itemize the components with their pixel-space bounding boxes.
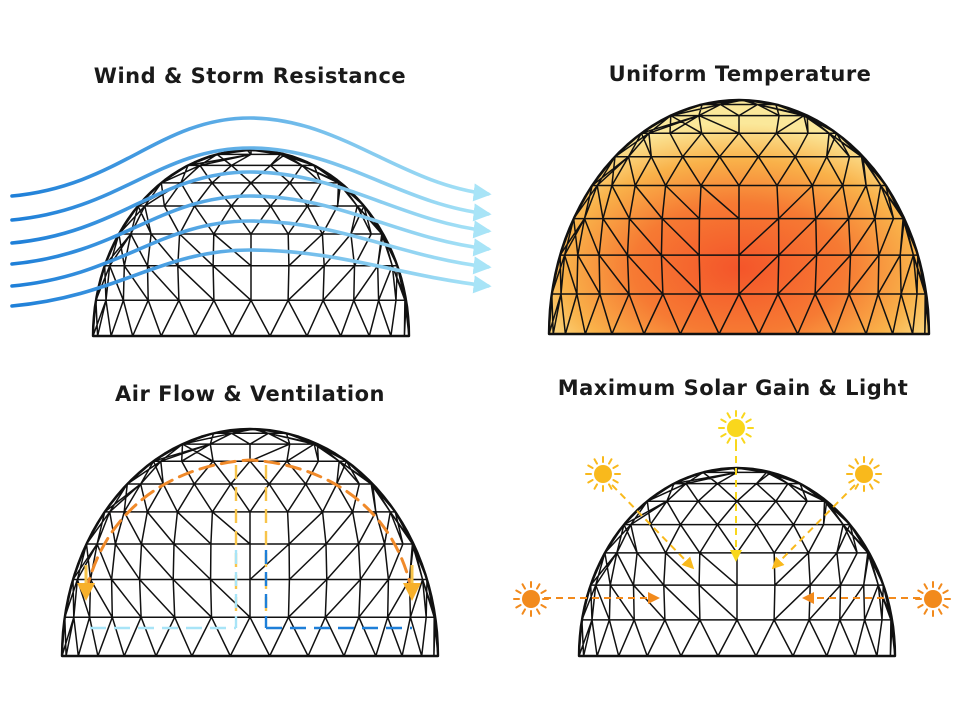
geodesic-dome: [577, 466, 897, 658]
panel-airflow: Air Flow & Ventilation: [0, 360, 500, 720]
wind-streamlines: [10, 116, 492, 308]
panel-wind: Wind & Storm Resistance: [0, 0, 500, 350]
dome-outline: [91, 148, 411, 338]
panel-title-airflow: Air Flow & Ventilation: [115, 382, 385, 406]
dome-outline: [60, 427, 440, 658]
panel-title-wind: Wind & Storm Resistance: [93, 64, 407, 88]
warm-air-loop: [84, 458, 414, 594]
solar-dome-diagram: [513, 410, 951, 658]
temperature-dome-diagram: [547, 98, 931, 336]
airflow-arrows: [77, 458, 421, 630]
wind-streamline: [10, 219, 492, 288]
panel-solar: Maximum Solar Gain & Light: [500, 360, 960, 720]
panel-title-temperature: Uniform Temperature: [608, 62, 872, 86]
sun-icon: [846, 456, 882, 492]
sun-icon: [513, 581, 549, 617]
suns: [513, 410, 951, 617]
panel-temperature: Uniform Temperature: [500, 0, 960, 350]
sun-icon: [915, 581, 951, 617]
sun-ray: [611, 484, 695, 570]
airflow-dome-diagram: [60, 427, 440, 658]
geodesic-dome: [60, 427, 440, 658]
sun-icon: [718, 410, 754, 446]
wind-streamline: [10, 248, 492, 308]
wind-dome-diagram: [10, 116, 492, 338]
wind-streamline: [10, 194, 492, 266]
wind-streamline: [10, 146, 492, 222]
wind-streamline: [10, 170, 492, 245]
sun-ray: [771, 484, 856, 570]
panel-title-solar: Maximum Solar Gain & Light: [557, 376, 909, 400]
sun-icon: [585, 456, 621, 492]
dome-lattice: [61, 428, 439, 657]
dome-outline: [547, 98, 931, 336]
dome-outline: [577, 466, 897, 658]
sun-rays: [544, 444, 920, 604]
wind-streamline: [10, 116, 492, 202]
geodesic-dome-heated: [547, 98, 931, 336]
